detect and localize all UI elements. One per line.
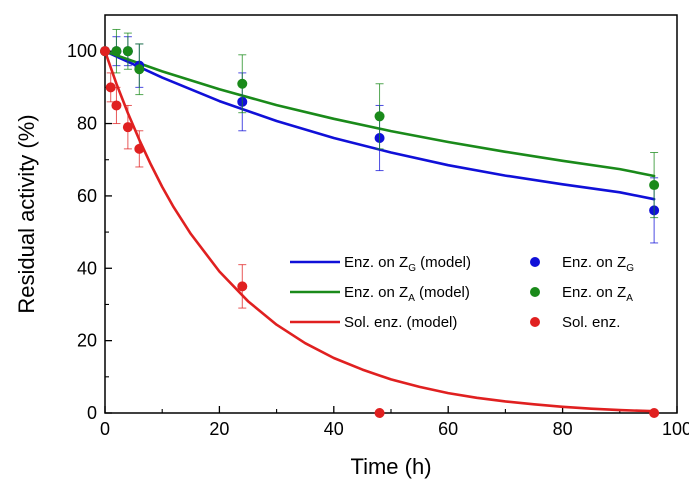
data-point [237,281,248,292]
legend-label: Enz. on ZA (model) [344,284,470,304]
x-tick-label: 0 [100,419,110,439]
legend-label: Enz. on ZG (model) [344,254,471,274]
data-point [237,78,248,89]
data-point [111,46,122,57]
y-tick-label: 100 [67,41,97,61]
data-point [134,64,145,75]
data-point [649,408,660,418]
plot-frame [104,14,678,414]
model-line [103,49,656,413]
data-point [122,122,133,133]
legend-marker [530,317,540,327]
data-points [100,28,660,418]
legend-label: Enz. on ZA [562,284,633,304]
x-tick-label: 40 [324,419,344,439]
x-tick-label: 60 [438,419,458,439]
axis-ticks: 0 20 40 60 80 100 0 20 40 60 80 100 [67,41,689,439]
y-tick-label: 20 [77,331,97,351]
data-point [122,46,133,57]
x-tick-label: 80 [553,419,573,439]
data-point [374,111,385,122]
data-point [374,408,385,418]
y-tick-label: 80 [77,114,97,134]
data-point [105,82,116,93]
x-tick-label: 20 [209,419,229,439]
legend-marker [530,257,540,267]
legend-label: Sol. enz. [562,314,620,331]
legend-marker [530,287,540,297]
y-axis-title: Residual activity (%) [14,114,39,313]
y-tick-label: 0 [87,403,97,423]
y-tick-label: 60 [77,186,97,206]
legend-label: Enz. on ZG [562,254,634,274]
y-tick-label: 40 [77,258,97,278]
x-tick-label: 100 [662,419,689,439]
model-line [103,49,656,178]
data-point [111,100,122,111]
data-point [134,143,145,154]
model-line [103,49,656,201]
data-point [649,180,660,191]
legend: Enz. on ZG (model) Enz. on ZA (model) Sol.… [290,254,634,331]
legend-label: Sol. enz. (model) [344,314,457,331]
x-axis-title: Time (h) [350,454,431,479]
model-curves [103,49,656,413]
data-point [100,46,110,57]
